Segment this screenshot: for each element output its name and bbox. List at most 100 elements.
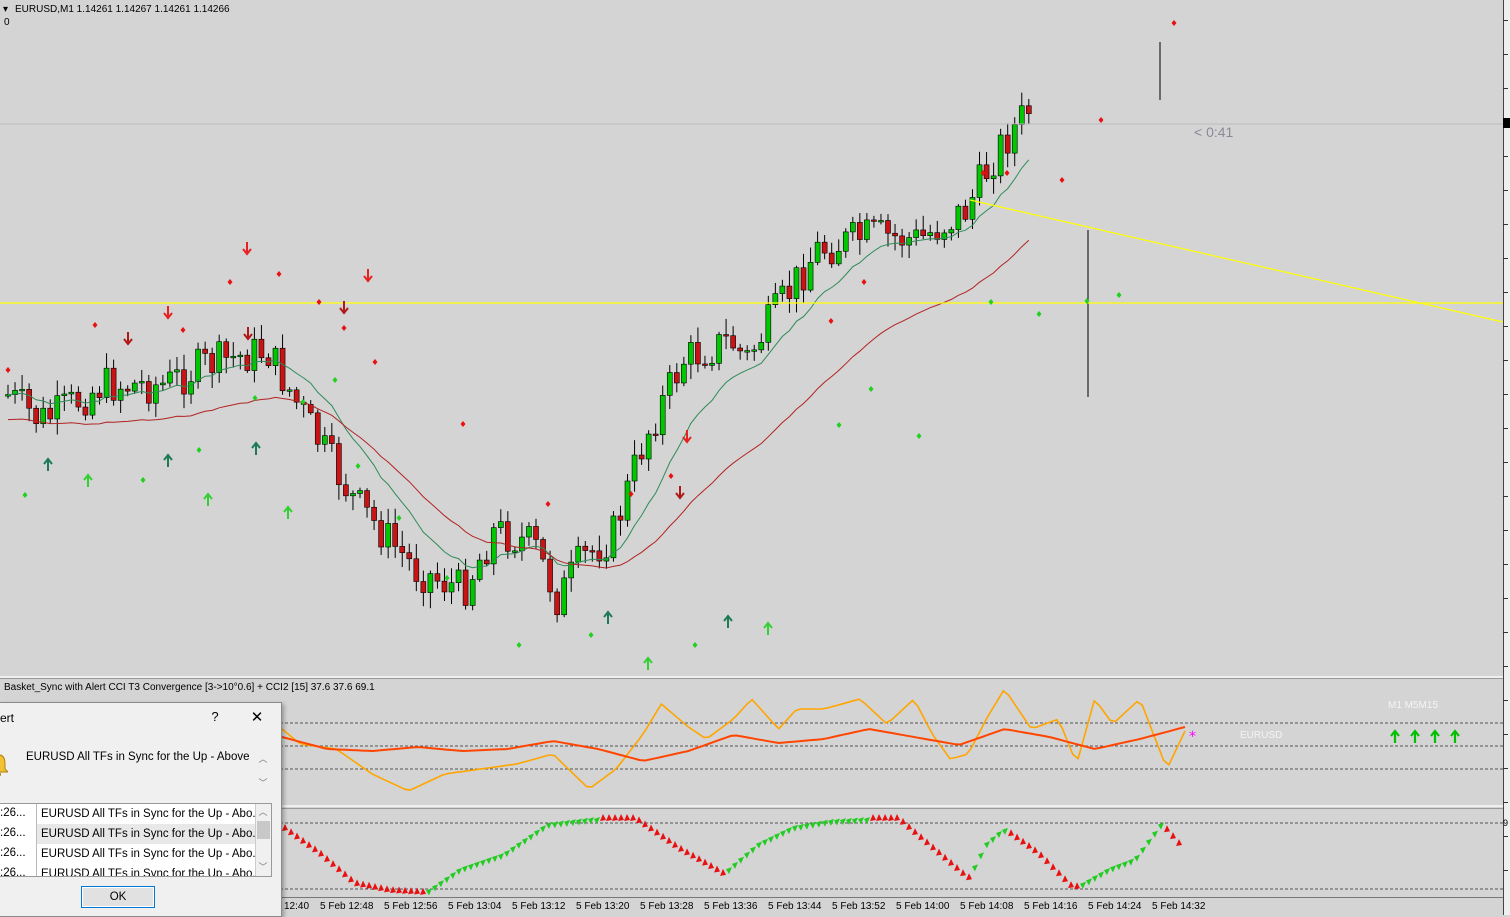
sell-signal-dot xyxy=(861,279,867,285)
message-scrollbar[interactable]: ︿ ﹀ xyxy=(256,748,270,796)
scale-tick xyxy=(1503,54,1508,55)
candle-body xyxy=(68,391,75,395)
sell-signal-dot xyxy=(92,322,98,328)
pane-separator[interactable] xyxy=(0,676,1510,678)
scale-tick xyxy=(1503,156,1508,157)
time-tick-label: 5 Feb 14:16 xyxy=(1024,901,1078,912)
up-arrow-icon xyxy=(834,818,840,826)
list-item[interactable]: :26... EURUSD All TFs in Sync for the Up… xyxy=(0,824,255,844)
candle-body xyxy=(153,384,159,404)
buy-arrow-icon xyxy=(283,505,293,519)
buy-signal-dot xyxy=(300,399,306,405)
scroll-down-icon[interactable]: ﹀ xyxy=(258,778,268,788)
candle-body xyxy=(138,381,145,384)
price-scale[interactable] xyxy=(1503,0,1510,915)
up-arrow-icon xyxy=(1098,871,1104,879)
down-arrow-icon xyxy=(900,817,906,825)
alert-title: ert xyxy=(0,711,15,725)
up-arrow-icon xyxy=(480,859,486,867)
time-tick-label: 5 Feb 13:28 xyxy=(640,901,694,912)
sell-signal-dot xyxy=(980,170,986,176)
up-arrow-icon xyxy=(516,841,522,849)
candle-body xyxy=(202,348,208,354)
candle-body xyxy=(336,443,342,486)
alert-history-list[interactable]: :26... EURUSD All TFs in Sync for the Up… xyxy=(0,803,272,877)
candle-body xyxy=(420,581,427,593)
pane-separator-2[interactable] xyxy=(0,805,1510,807)
down-arrow-icon xyxy=(330,860,336,868)
up-arrow-icon xyxy=(456,867,462,875)
down-arrow-icon xyxy=(1044,857,1050,865)
candle-body xyxy=(110,367,117,401)
time-tick-label: 5 Feb 13:52 xyxy=(832,901,886,912)
down-arrow-icon xyxy=(696,855,702,863)
candle-body xyxy=(40,407,47,425)
up-arrow-icon xyxy=(996,831,1002,839)
up-arrow-icon xyxy=(522,837,528,845)
sell-signal-dot xyxy=(1004,170,1010,176)
down-arrow-icon xyxy=(882,814,888,821)
down-arrow-icon xyxy=(1038,851,1044,859)
scroll-up-icon[interactable]: ︿ xyxy=(258,807,268,817)
up-arrow-icon xyxy=(792,824,798,832)
up-arrow-icon xyxy=(1140,846,1146,854)
candle-body xyxy=(723,334,729,337)
alert-message: EURUSD All TFs in Sync for the Up - Abov… xyxy=(26,751,252,763)
up-arrow-icon xyxy=(564,819,570,827)
candle-body xyxy=(371,506,377,521)
candle-body xyxy=(1004,134,1011,154)
list-item[interactable]: :26... EURUSD All TFs in Sync for the Up… xyxy=(0,844,255,864)
ok-button[interactable]: OK xyxy=(81,886,155,908)
up-arrow-icon xyxy=(972,864,978,872)
buy-signal-dot xyxy=(868,386,874,392)
buy-signal-dot xyxy=(1084,298,1090,304)
candle-body xyxy=(223,341,230,358)
candle-body xyxy=(505,521,511,552)
alert-dialog[interactable]: ert ? ✕ EURUSD All TFs in Sync for the U… xyxy=(0,702,282,917)
candle-body xyxy=(321,435,328,445)
scroll-up-icon[interactable]: ︿ xyxy=(258,754,268,764)
down-arrow-icon xyxy=(408,887,414,895)
scale-tick xyxy=(1503,700,1508,701)
up-arrow-icon xyxy=(540,825,546,833)
list-scrollbar[interactable]: ︿ ﹀ xyxy=(255,804,271,876)
candle-body xyxy=(131,382,138,392)
up-arrow-icon xyxy=(594,817,600,824)
up-arrow-icon xyxy=(486,857,492,865)
list-item[interactable]: :26... EURUSD All TFs in Sync for the Up… xyxy=(0,864,255,876)
candle-body xyxy=(744,350,751,353)
scale-tick xyxy=(1503,632,1508,633)
candle-body xyxy=(835,250,842,265)
list-item[interactable]: :26... EURUSD All TFs in Sync for the Up… xyxy=(0,804,255,824)
down-arrow-icon xyxy=(702,858,708,866)
buy-signal-dot xyxy=(916,433,922,439)
candle-body xyxy=(681,363,687,384)
buy-signal-dot xyxy=(988,299,994,305)
buy-signal-dot xyxy=(252,395,258,401)
candle-body xyxy=(969,197,976,220)
price-chart[interactable]: ▾ EURUSD,M1 1.14261 1.14267 1.14261 1.14… xyxy=(0,0,1503,676)
up-arrow-icon xyxy=(474,861,480,869)
buy-signal-dot xyxy=(396,515,402,521)
sell-signal-dot xyxy=(628,491,634,497)
up-arrow-icon xyxy=(768,835,774,843)
candle-body xyxy=(483,559,490,565)
scroll-thumb[interactable] xyxy=(257,821,270,839)
candle-body xyxy=(955,205,962,230)
scale-tick xyxy=(1503,734,1508,735)
time-axis[interactable]: 12:40 5 Feb 12:48 5 Feb 12:56 5 Feb 13:04 5 … xyxy=(0,897,1503,916)
down-arrow-icon xyxy=(1164,825,1170,833)
chart-header: EURUSD,M1 1.14261 1.14267 1.14261 1.1426… xyxy=(15,4,230,15)
help-button[interactable]: ? xyxy=(211,709,219,724)
close-button[interactable]: ✕ xyxy=(250,709,264,726)
up-arrow-icon xyxy=(552,821,558,829)
candle-body xyxy=(624,480,631,521)
sell-arrow-icon xyxy=(363,269,373,283)
down-arrow-icon xyxy=(960,869,966,877)
down-arrow-icon xyxy=(600,814,606,821)
up-arrow-icon xyxy=(738,856,744,864)
scroll-down-icon[interactable]: ﹀ xyxy=(258,862,268,872)
price-chart-canvas[interactable] xyxy=(0,0,1503,676)
candle-body xyxy=(392,523,399,547)
candle-body xyxy=(842,231,849,252)
